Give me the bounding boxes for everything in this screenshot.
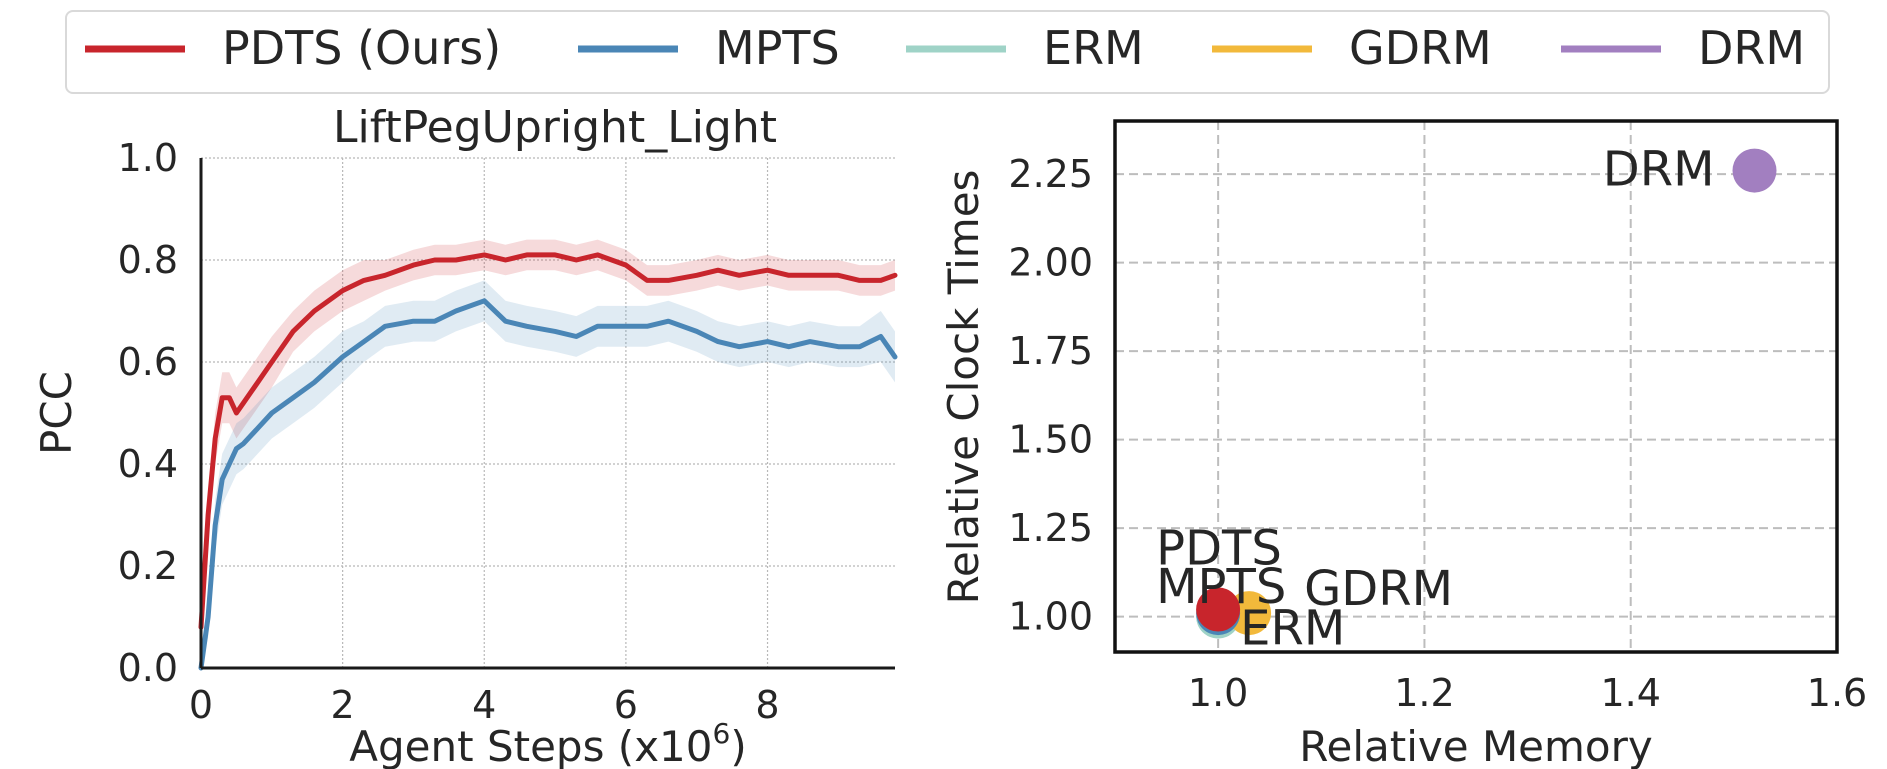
line-chart-x-tick-2: 4 (472, 683, 496, 727)
point-label-pdts: PDTS (1156, 521, 1282, 577)
legend-label-mpts: MPTS (715, 21, 840, 75)
legend-item-erm: ERM (906, 21, 1144, 75)
series-line-mpts (198, 298, 898, 671)
series-line-pdts-ours (198, 252, 898, 630)
scatter-chart: 1.0 1.2 1.4 1.6 1.00 1.25 1.50 1.75 2.00 2.25 ER… (939, 119, 1867, 769)
line-chart-axes (199, 158, 895, 670)
scatter-x-ticks: 1.0 1.2 1.4 1.6 (1188, 671, 1867, 715)
legend-label-gdrm: GDRM (1349, 21, 1492, 75)
scatter-points (1196, 148, 1777, 639)
line-chart-x-tick-3: 6 (614, 683, 638, 727)
line-chart-bands (201, 239, 895, 668)
line-chart-y-ticks: 0.0 0.2 0.4 0.6 0.8 1.0 (118, 136, 178, 690)
point-label-mpts: MPTS (1156, 559, 1286, 615)
line-chart-y-tick-3: 0.6 (118, 340, 178, 384)
line-chart-x-tick-4: 8 (755, 683, 779, 727)
x-label-main: Agent Steps (x10 (349, 722, 712, 769)
point-label-drm: DRM (1603, 142, 1715, 198)
legend-item-gdrm: GDRM (1212, 21, 1492, 75)
scatter-y-tick-5: 2.25 (1008, 152, 1093, 196)
band-pdts-ours (201, 239, 895, 643)
scatter-y-tick-1: 1.25 (1008, 506, 1093, 550)
line-chart-grid (201, 157, 895, 668)
x-label-superscript: 6 (713, 717, 731, 750)
point-pdts (1196, 587, 1241, 632)
point-label-gdrm: GDRM (1304, 561, 1453, 617)
x-label-close: ) (730, 722, 746, 769)
scatter-y-ticks: 1.00 1.25 1.50 1.75 2.00 2.25 (1008, 152, 1093, 638)
legend-item-drm: DRM (1561, 21, 1805, 75)
line-chart-series (198, 252, 898, 671)
scatter-x-tick-2: 1.4 (1600, 671, 1660, 715)
legend-label-erm: ERM (1043, 21, 1144, 75)
scatter-y-label: Relative Clock Times (939, 170, 988, 605)
scatter-grid (1115, 121, 1837, 652)
point-label-erm: ERM (1240, 601, 1345, 657)
scatter-x-tick-3: 1.6 (1807, 671, 1867, 715)
chart-title: LiftPegUpright_Light (333, 102, 777, 153)
line-chart-y-tick-1: 0.2 (118, 544, 178, 588)
scatter-frame (1113, 119, 1839, 654)
scatter-y-tick-4: 2.00 (1008, 241, 1093, 285)
scatter-x-label: Relative Memory (1299, 722, 1653, 769)
line-chart-y-tick-4: 0.8 (118, 238, 178, 282)
line-chart-y-label: PCC (32, 371, 81, 455)
scatter-y-tick-3: 1.75 (1008, 329, 1093, 373)
legend-label-drm: DRM (1698, 21, 1805, 75)
point-drm (1732, 148, 1777, 193)
legend-label-pdts: PDTS (Ours) (222, 21, 501, 75)
scatter-x-tick-0: 1.0 (1188, 671, 1248, 715)
line-chart-x-tick-0: 0 (189, 683, 213, 727)
line-chart-x-ticks: 0 2 4 6 8 (189, 683, 780, 727)
line-chart-y-tick-0: 0.0 (118, 646, 178, 690)
legend-item-pdts: PDTS (Ours) (85, 21, 501, 75)
legend: PDTS (Ours) MPTS ERM GDRM DRM (65, 10, 1830, 94)
scatter-y-tick-0: 1.00 (1008, 595, 1093, 639)
line-chart-x-tick-1: 2 (331, 683, 355, 727)
scatter-x-tick-1: 1.2 (1394, 671, 1454, 715)
legend-item-mpts: MPTS (578, 21, 840, 75)
line-chart-y-tick-5: 1.0 (118, 136, 178, 180)
scatter-y-tick-2: 1.50 (1008, 418, 1093, 462)
line-chart-x-label: Agent Steps (x106) (349, 717, 746, 769)
line-chart-y-tick-2: 0.4 (118, 442, 178, 486)
